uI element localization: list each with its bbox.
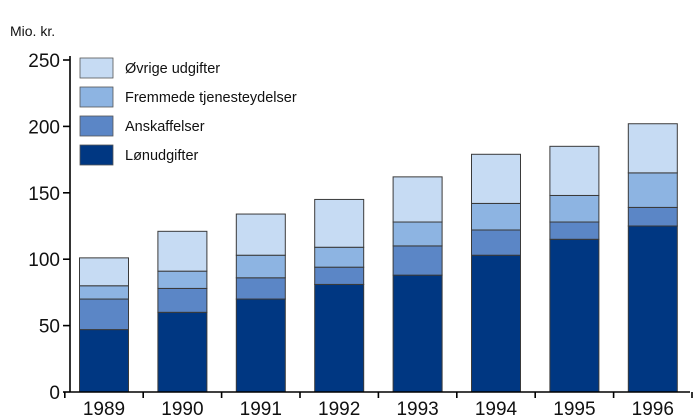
bar-segment-1992-series-3 bbox=[314, 198, 365, 248]
legend-label: Lønudgifter bbox=[125, 148, 199, 164]
y-tick-label: 50 bbox=[39, 317, 60, 338]
bar-segment-1996-series-2 bbox=[627, 172, 678, 208]
bar-segment-1993-series-1 bbox=[392, 245, 443, 276]
bar-segment-1992-series-0 bbox=[314, 283, 365, 393]
bar-segment-1994-series-2 bbox=[471, 202, 521, 231]
legend-item-1: Anskaffelser bbox=[79, 115, 205, 137]
bar-segment-1989-series-1 bbox=[79, 298, 129, 331]
bar-segment-1995-series-0 bbox=[549, 238, 600, 393]
bar-segment-1989-series-0 bbox=[79, 329, 129, 393]
unit-label: Mio. kr. bbox=[10, 23, 55, 39]
bar-stack-1994 bbox=[471, 153, 521, 393]
x-axis: 1989 1990 1991 1992 1993 1994 1995 1996 bbox=[64, 391, 693, 420]
bar-segment-1990-series-3 bbox=[157, 230, 208, 272]
bar-segment-1993-series-3 bbox=[392, 176, 443, 223]
bar-segment-1993-series-2 bbox=[392, 221, 443, 247]
legend-swatch bbox=[79, 115, 114, 137]
bar-segment-1989-series-2 bbox=[79, 285, 129, 300]
legend: Øvrige udgifter Fremmede tjenesteydelser A… bbox=[79, 57, 297, 166]
bar-stack-1996 bbox=[627, 123, 678, 393]
bars bbox=[79, 123, 678, 393]
bar-segment-1994-series-3 bbox=[471, 153, 521, 204]
y-tick-label: 200 bbox=[28, 117, 60, 138]
legend-swatch bbox=[79, 86, 114, 108]
x-tick-label: 1995 bbox=[553, 399, 595, 420]
bar-segment-1996-series-1 bbox=[627, 206, 678, 227]
bar-segment-1990-series-2 bbox=[157, 270, 208, 289]
x-tick-label: 1989 bbox=[83, 399, 125, 420]
y-axis: 0 50 100 150 200 250 bbox=[28, 51, 71, 404]
bar-stack-1990 bbox=[157, 230, 208, 393]
x-tick-label: 1992 bbox=[318, 399, 360, 420]
bar-segment-1993-series-0 bbox=[392, 274, 443, 393]
bar-segment-1994-series-1 bbox=[471, 229, 521, 256]
x-tick-label: 1991 bbox=[240, 399, 282, 420]
x-tick-label: 1994 bbox=[475, 399, 518, 420]
bar-stack-1991 bbox=[235, 213, 286, 393]
bar-segment-1996-series-0 bbox=[627, 225, 678, 393]
bar-segment-1991-series-0 bbox=[235, 298, 286, 393]
legend-label: Øvrige udgifter bbox=[125, 61, 220, 77]
bar-segment-1991-series-1 bbox=[235, 277, 286, 300]
bar-segment-1995-series-2 bbox=[549, 194, 600, 223]
y-tick-label: 100 bbox=[28, 250, 60, 271]
bar-stack-1992 bbox=[314, 198, 365, 393]
bar-segment-1992-series-2 bbox=[314, 246, 365, 268]
bar-segment-1995-series-1 bbox=[549, 221, 600, 240]
bar-segment-1996-series-3 bbox=[627, 123, 678, 174]
legend-swatch bbox=[79, 57, 114, 79]
legend-label: Fremmede tjenesteydelser bbox=[125, 90, 297, 106]
bar-stack-1995 bbox=[549, 145, 600, 393]
bar-segment-1990-series-0 bbox=[157, 311, 208, 393]
x-tick-label: 1996 bbox=[632, 399, 674, 420]
bar-stack-1989 bbox=[79, 257, 129, 393]
bar-segment-1994-series-0 bbox=[471, 254, 521, 393]
y-tick-label: 0 bbox=[49, 383, 60, 404]
bar-segment-1991-series-2 bbox=[235, 254, 286, 279]
x-tick-label: 1990 bbox=[161, 399, 203, 420]
legend-swatch bbox=[79, 144, 114, 166]
bar-stack-1993 bbox=[392, 176, 443, 393]
x-tick-label: 1993 bbox=[396, 399, 438, 420]
bar-segment-1995-series-3 bbox=[549, 145, 600, 196]
y-tick-label: 150 bbox=[28, 184, 60, 205]
legend-item-3: Øvrige udgifter bbox=[79, 57, 220, 79]
legend-item-0: Lønudgifter bbox=[79, 144, 199, 166]
bar-segment-1992-series-1 bbox=[314, 266, 365, 285]
y-tick-label: 250 bbox=[28, 51, 60, 72]
bar-segment-1989-series-3 bbox=[79, 257, 129, 287]
bar-segment-1991-series-3 bbox=[235, 213, 286, 256]
legend-label: Anskaffelser bbox=[125, 119, 205, 135]
legend-item-2: Fremmede tjenesteydelser bbox=[79, 86, 297, 108]
bar-segment-1990-series-1 bbox=[157, 287, 208, 313]
